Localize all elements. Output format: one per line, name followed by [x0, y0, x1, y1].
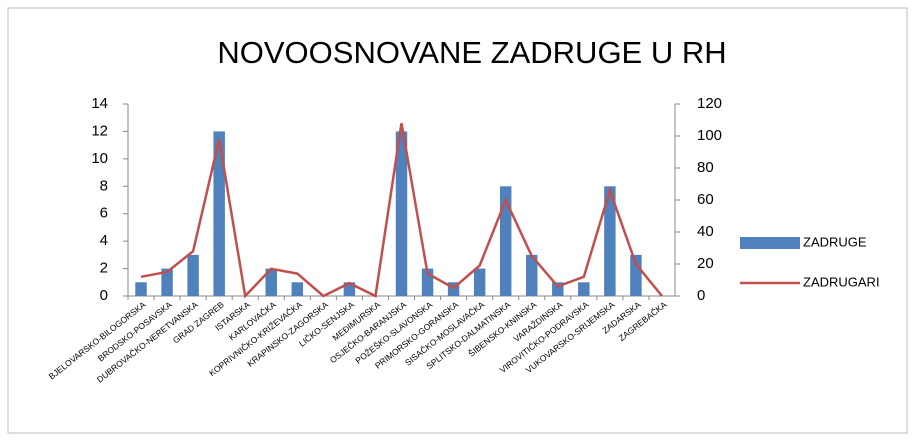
y2-tick-label: 0: [697, 287, 705, 304]
bar: [526, 254, 538, 296]
bar: [473, 268, 486, 296]
bar: [552, 282, 564, 296]
line: [140, 122, 663, 299]
legend-label: ZADRUGE: [803, 234, 867, 249]
y-tick-label: 0: [100, 287, 108, 304]
bar: [604, 186, 616, 296]
y2-tick-label: 120: [697, 95, 722, 112]
y-tick-label: 10: [91, 150, 108, 167]
y-tick-label: 8: [100, 177, 108, 194]
bar: [291, 282, 304, 296]
bar: [395, 131, 408, 296]
y-tick-label: 14: [91, 95, 108, 112]
bar: [499, 186, 512, 296]
y-tick-label: 2: [100, 260, 108, 277]
bar: [421, 268, 434, 296]
bar: [343, 282, 356, 296]
y-tick-label: 12: [91, 122, 108, 139]
chart-title: NOVOOSNOVANE ZADRUGE U RH: [217, 35, 726, 70]
bar: [578, 282, 590, 296]
y2-tick-label: 80: [697, 159, 714, 176]
y2-tick-label: 40: [697, 223, 714, 240]
bar: [213, 131, 225, 296]
y2-tick-label: 100: [697, 127, 722, 144]
legend-swatch: [740, 237, 800, 249]
legend-label: ZADRUGARI: [803, 274, 880, 289]
bar: [187, 254, 199, 296]
bar: [630, 254, 642, 296]
bar: [135, 282, 147, 296]
chart-frame: [7, 7, 908, 434]
bar: [265, 268, 277, 296]
y2-tick-label: 60: [697, 191, 714, 208]
y-tick-label: 4: [100, 232, 108, 249]
y2-tick-label: 20: [697, 255, 714, 272]
y-tick-label: 6: [100, 205, 108, 222]
bar: [161, 268, 173, 296]
